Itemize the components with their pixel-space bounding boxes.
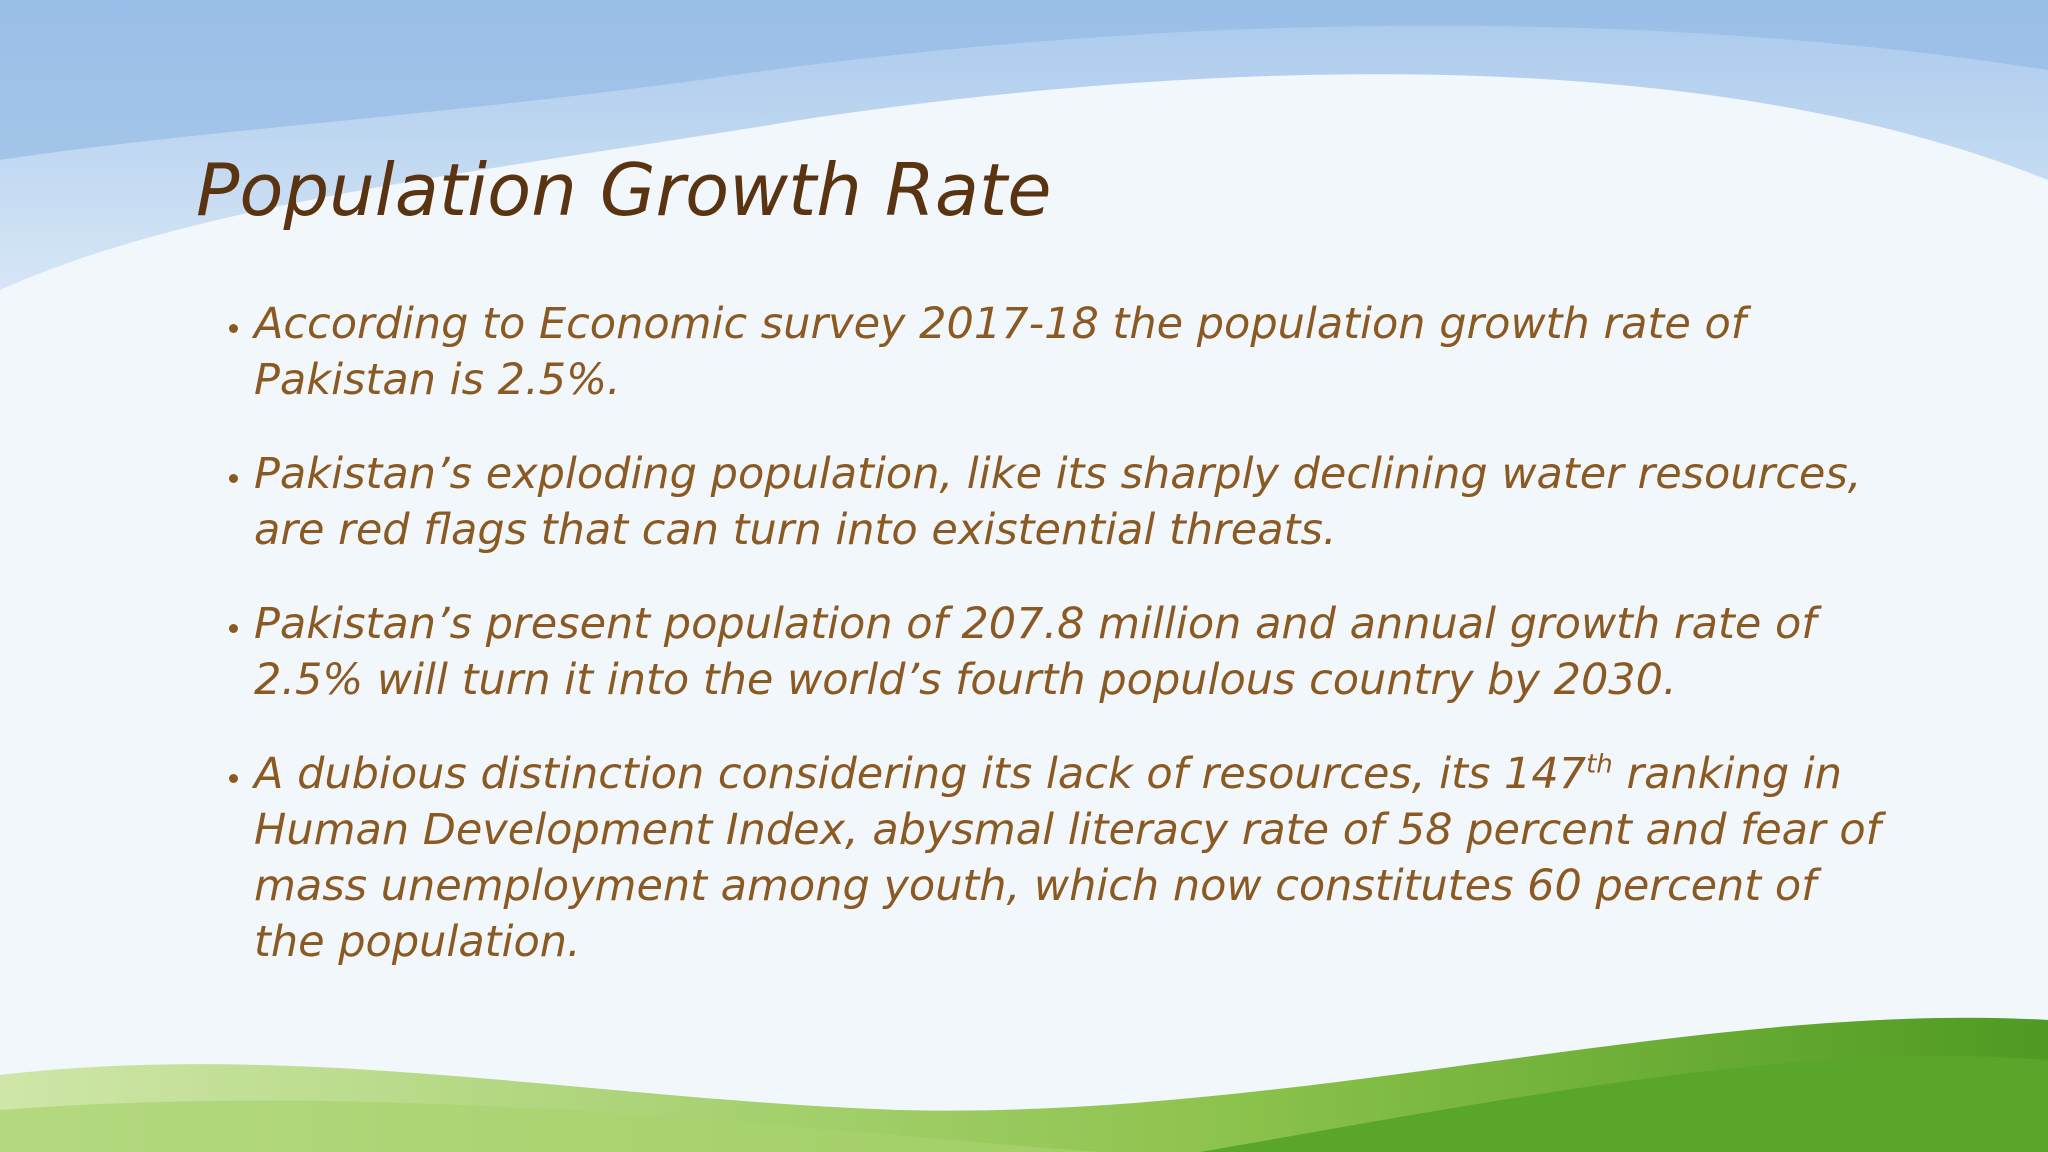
bullet-text: ranking in Human Development Index, abys… [254,749,1881,967]
bullet-text: According to Economic survey 2017-18 the… [254,299,1746,405]
bullet: Pakistan’s present population of 207.8 m… [254,596,1894,708]
superscript: th [1586,749,1613,780]
hill [0,1100,1100,1152]
bullet-text: Pakistan’s present population of 207.8 m… [254,599,1817,705]
bullet-text: Pakistan’s exploding population, like it… [254,449,1862,555]
bullet: According to Economic survey 2017-18 the… [254,296,1894,408]
hill [1200,1056,2048,1152]
sky-wave [0,0,2048,160]
bullet: A dubious distinction considering its la… [254,746,1894,970]
slide-title: Population Growth Rate [196,148,1052,232]
bullet: Pakistan’s exploding population, like it… [254,446,1894,558]
bullet-text: A dubious distinction considering its la… [254,749,1587,799]
bullet-list: According to Economic survey 2017-18 the… [200,296,1894,1008]
